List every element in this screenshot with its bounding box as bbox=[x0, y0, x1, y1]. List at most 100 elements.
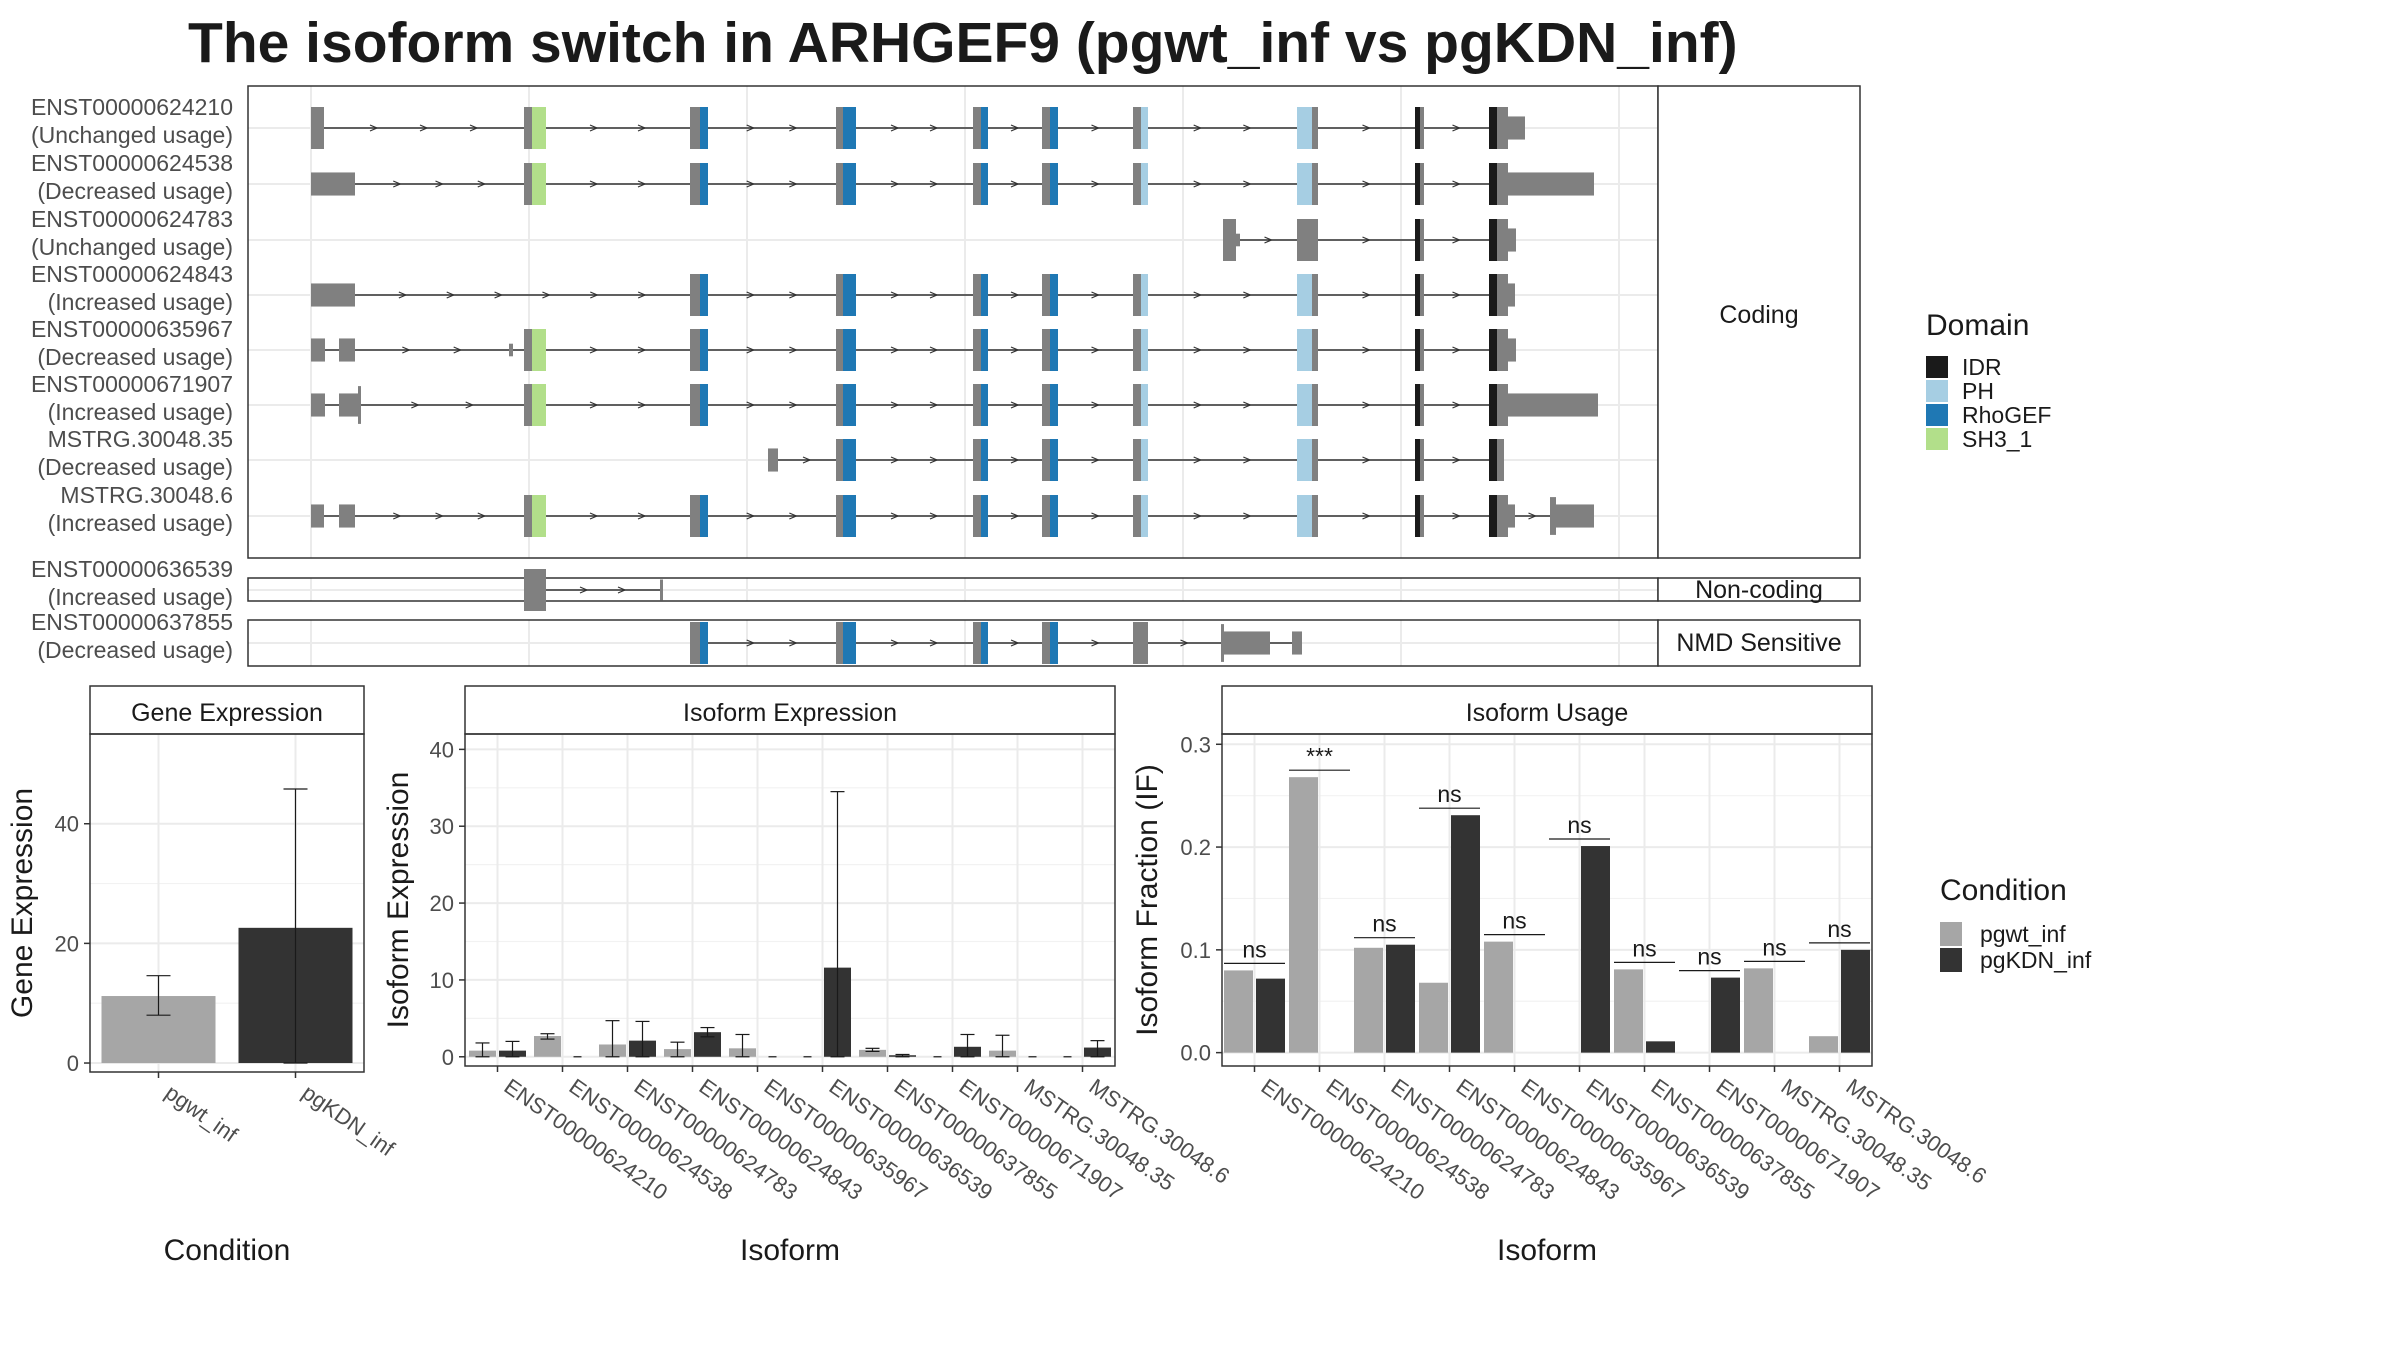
exon-block bbox=[1312, 495, 1318, 537]
exon-block bbox=[836, 384, 843, 426]
exon-block bbox=[1042, 163, 1050, 205]
exon-block bbox=[836, 329, 843, 371]
exon-block bbox=[1312, 163, 1318, 205]
intron-direction-arrow bbox=[446, 291, 456, 299]
domain-block-IDR bbox=[1415, 219, 1420, 261]
condition-legend-label: pgKDN_inf bbox=[1980, 947, 2092, 973]
exon-block bbox=[1420, 107, 1424, 149]
isoform-id-label: ENST00000636539 bbox=[31, 556, 233, 582]
intron-direction-arrow bbox=[1180, 639, 1190, 647]
bar-pgKDN_inf bbox=[1386, 944, 1415, 1053]
intron-direction-arrow bbox=[1193, 180, 1203, 188]
exon-block bbox=[1312, 274, 1318, 316]
isoform-usage-label: (Unchanged usage) bbox=[31, 122, 233, 148]
intron-direction-arrow bbox=[1010, 291, 1020, 299]
exon-block bbox=[1420, 163, 1424, 205]
isoform-usage-label: (Unchanged usage) bbox=[31, 234, 233, 260]
exon-block bbox=[1420, 219, 1424, 261]
exon-block bbox=[1133, 274, 1141, 316]
isoform-id-label: ENST00000671907 bbox=[31, 371, 233, 397]
domain-block-PH bbox=[1297, 163, 1312, 205]
domain-block-RhoGEF bbox=[843, 384, 856, 426]
domain-block-RhoGEF bbox=[1050, 107, 1058, 149]
intron-direction-arrow bbox=[929, 456, 939, 464]
intron-direction-arrow bbox=[929, 639, 939, 647]
significance-label: ns bbox=[1762, 934, 1786, 960]
intron-direction-arrow bbox=[1452, 401, 1462, 409]
exon-block bbox=[1497, 219, 1508, 261]
intron-direction-arrow bbox=[477, 512, 487, 520]
panel-border bbox=[1221, 733, 1873, 1067]
exon-block bbox=[1556, 504, 1594, 528]
exon-block bbox=[1497, 495, 1508, 537]
domain-block-PH bbox=[1297, 274, 1312, 316]
bar-pgwt_inf bbox=[1289, 777, 1318, 1053]
domain-block-RhoGEF bbox=[700, 622, 708, 664]
intron-direction-arrow bbox=[789, 401, 798, 409]
exon-block bbox=[1508, 393, 1598, 417]
exon-block bbox=[1420, 384, 1424, 426]
domain-block-RhoGEF bbox=[981, 274, 988, 316]
intron-direction-arrow bbox=[465, 401, 475, 409]
significance-label: ns bbox=[1567, 812, 1591, 838]
exon-block bbox=[1042, 439, 1050, 481]
isoform-usage-label: (Increased usage) bbox=[48, 399, 233, 425]
domain-legend-label: RhoGEF bbox=[1962, 402, 2051, 428]
intron-direction-arrow bbox=[1362, 456, 1372, 464]
intron-direction-arrow bbox=[494, 291, 504, 299]
domain-block-RhoGEF bbox=[981, 163, 988, 205]
domain-block-RhoGEF bbox=[843, 622, 856, 664]
exon-block bbox=[973, 384, 981, 426]
significance-label: ns bbox=[1437, 781, 1461, 807]
exon-block bbox=[1133, 329, 1141, 371]
panel-title: Isoform Usage bbox=[1466, 699, 1629, 727]
x-axis-title: Isoform bbox=[1497, 1234, 1597, 1267]
domain-block-RhoGEF bbox=[843, 107, 856, 149]
y-tick-label: 0.3 bbox=[1180, 732, 1211, 757]
intron-direction-arrow bbox=[1091, 401, 1101, 409]
domain-block-RhoGEF bbox=[981, 622, 988, 664]
isoform-usage-label: (Decreased usage) bbox=[37, 454, 233, 480]
bar-pgwt_inf bbox=[1354, 947, 1383, 1053]
exon-block bbox=[1497, 274, 1508, 316]
domain-legend-label: IDR bbox=[1962, 354, 2002, 380]
exon-block bbox=[1221, 624, 1224, 662]
exon-block bbox=[524, 329, 532, 371]
intron-direction-arrow bbox=[890, 639, 900, 647]
y-tick-label: 0.2 bbox=[1180, 835, 1211, 860]
intron-direction-arrow bbox=[890, 401, 900, 409]
intron-direction-arrow bbox=[929, 124, 939, 132]
domain-block-RhoGEF bbox=[843, 495, 856, 537]
y-axis-title: Gene Expression bbox=[6, 788, 39, 1018]
panel-border bbox=[89, 733, 365, 1073]
exon-block bbox=[1133, 107, 1141, 149]
y-tick-label: 20 bbox=[55, 931, 79, 956]
exon-block bbox=[1236, 233, 1240, 247]
isoform-structure-panel: Coding Non-coding NMD Sensitive ENST0000062… bbox=[31, 85, 1861, 667]
isoform-row: ENST00000624843(Increased usage) bbox=[31, 261, 1515, 316]
y-tick-label: 20 bbox=[430, 891, 454, 916]
intron-direction-arrow bbox=[1091, 291, 1101, 299]
domain-legend-key-IDR bbox=[1926, 356, 1948, 378]
intron-direction-arrow bbox=[1193, 346, 1203, 354]
bar-pgKDN_inf bbox=[1581, 846, 1610, 1053]
exon-block bbox=[1508, 228, 1516, 252]
domain-block-IDR bbox=[1415, 384, 1420, 426]
exon-block bbox=[836, 163, 843, 205]
figure-title: The isoform switch in ARHGEF9 (pgwt_inf … bbox=[188, 11, 1738, 75]
exon-block bbox=[1497, 439, 1504, 481]
bar-pgwt_inf bbox=[1484, 941, 1513, 1053]
domain-block-RhoGEF bbox=[700, 163, 708, 205]
exon-block bbox=[311, 393, 325, 417]
intron-direction-arrow bbox=[746, 291, 756, 299]
intron-direction-arrow bbox=[1243, 401, 1252, 409]
exon-block bbox=[690, 495, 700, 537]
isoform-row: MSTRG.30048.6(Increased usage) bbox=[48, 482, 1594, 537]
intron-direction-arrow bbox=[746, 180, 756, 188]
domain-legend-key-SH3_1 bbox=[1926, 428, 1948, 450]
intron-direction-arrow bbox=[929, 346, 939, 354]
exon-block bbox=[1133, 439, 1141, 481]
significance-label: ns bbox=[1502, 908, 1526, 934]
